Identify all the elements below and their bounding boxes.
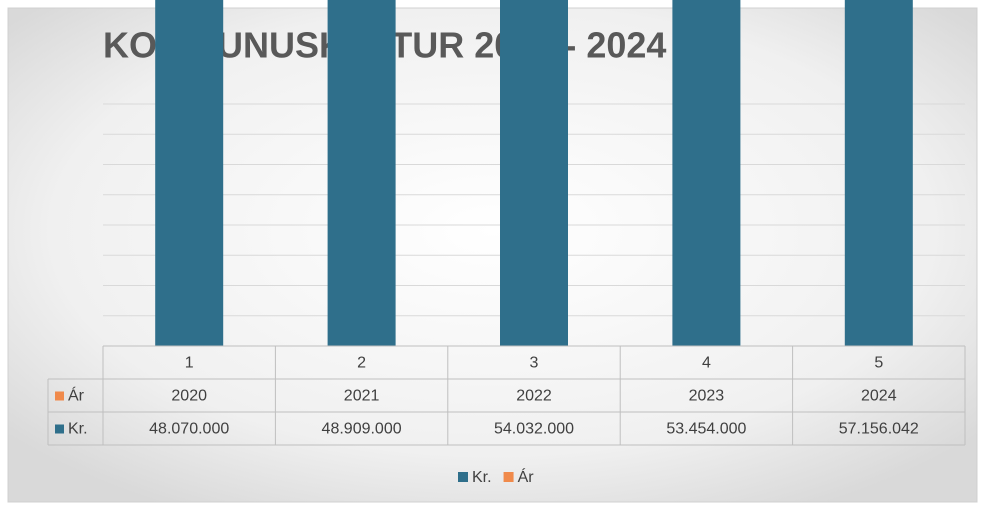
bar-segment	[844, 0, 913, 346]
legend-key	[503, 472, 514, 482]
category-label: 3	[530, 355, 539, 372]
table-cell: 48.909.000	[322, 421, 402, 438]
table-legend-key	[55, 391, 64, 401]
table-cell: 2023	[689, 388, 725, 405]
table-cell: 2022	[516, 388, 552, 405]
table-cell: 54.032.000	[494, 421, 574, 438]
legend-label: Ár	[518, 467, 535, 486]
legend-key	[458, 472, 468, 482]
table-cell: 2024	[861, 388, 897, 405]
legend-label: Kr.	[472, 469, 492, 486]
bar-segment	[500, 0, 568, 346]
bar-segment	[327, 0, 396, 346]
category-label: 5	[874, 355, 883, 372]
bar-segment	[672, 0, 741, 346]
table-row-label: Ár	[68, 386, 85, 405]
table-cell: 53.454.000	[666, 421, 746, 438]
category-label: 1	[185, 355, 194, 372]
bar-segment	[155, 0, 224, 347]
table-legend-key	[55, 424, 64, 434]
table-cell: 2021	[344, 388, 380, 405]
table-row-label: Kr.	[68, 421, 88, 438]
category-label: 4	[702, 355, 711, 372]
table-cell: 2020	[171, 388, 207, 405]
table-cell: 48.070.000	[149, 421, 229, 438]
category-label: 2	[357, 355, 366, 372]
table-cell: 57.156.042	[839, 421, 919, 438]
